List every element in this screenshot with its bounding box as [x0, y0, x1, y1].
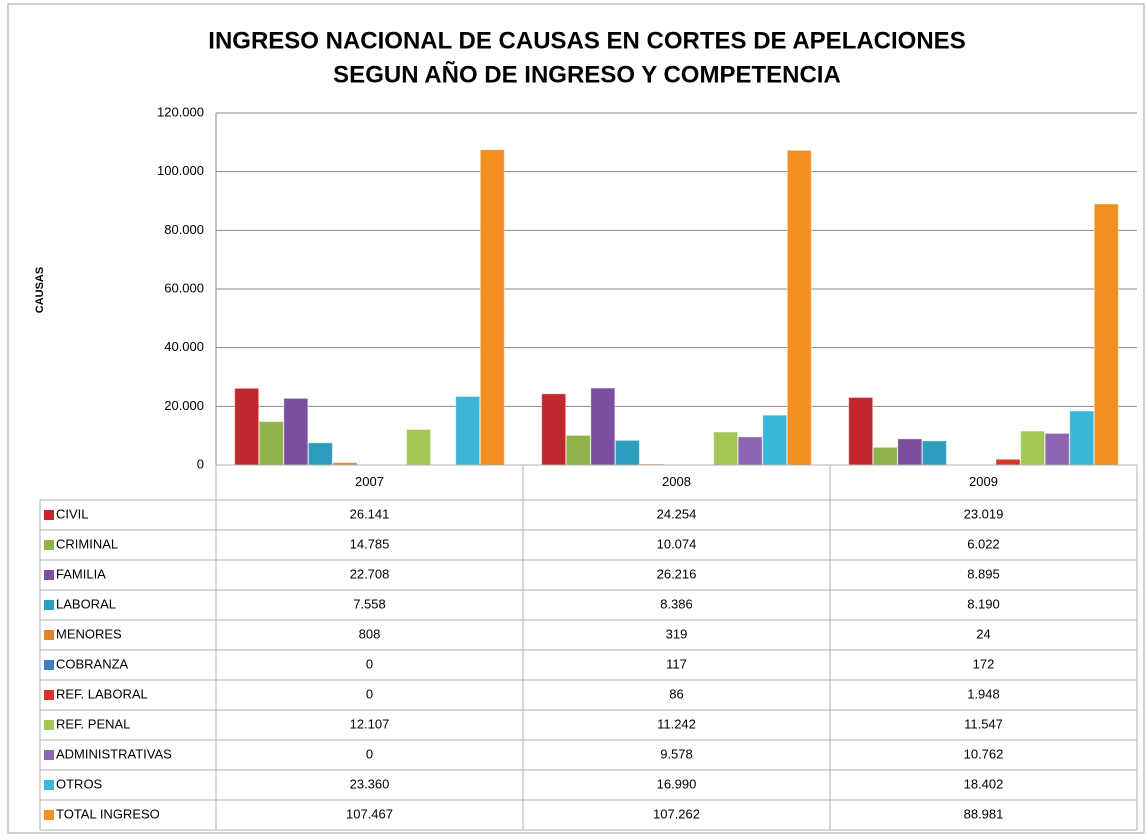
table-value: 8.386: [660, 596, 693, 611]
y-tick-label: 60.000: [164, 280, 204, 295]
legend-key: [44, 600, 54, 610]
bar: [787, 150, 811, 465]
bar: [738, 437, 762, 465]
table-value: 1.948: [967, 686, 1000, 701]
table-value: 808: [359, 626, 381, 641]
table-value: 12.107: [350, 716, 390, 731]
table-value: 24: [976, 626, 990, 641]
bar: [849, 397, 873, 465]
legend-key: [44, 690, 54, 700]
table-value: 107.467: [346, 806, 393, 821]
table-value: 10.074: [657, 536, 697, 551]
bar: [407, 429, 431, 465]
bar: [235, 388, 259, 465]
legend-key: [44, 630, 54, 640]
table-value: 6.022: [967, 536, 1000, 551]
bar: [714, 432, 738, 465]
legend-label: CRIMINAL: [56, 536, 118, 551]
legend-label: REF. LABORAL: [56, 686, 148, 701]
chart-frame: [8, 4, 1144, 833]
legend-label: MENORES: [56, 626, 122, 641]
table-value: 24.254: [657, 506, 697, 521]
y-tick-label: 120.000: [157, 104, 204, 119]
x-tick-label: 2007: [355, 474, 384, 489]
table-value: 88.981: [964, 806, 1004, 821]
y-axis-label: CAUSAS: [34, 267, 46, 313]
x-tick-label: 2008: [662, 474, 691, 489]
table-value: 11.242: [657, 716, 696, 731]
legend-key: [44, 780, 54, 790]
bar: [542, 394, 566, 465]
table-value: 8.190: [967, 596, 1000, 611]
bar: [996, 459, 1020, 465]
table-value: 8.895: [967, 566, 1000, 581]
y-tick-label: 40.000: [164, 339, 204, 354]
bar: [480, 150, 504, 465]
legend-label: ADMINISTRATIVAS: [56, 746, 172, 761]
legend-key: [44, 660, 54, 670]
table-value: 26.141: [350, 506, 390, 521]
table-value: 18.402: [964, 776, 1004, 791]
legend-label: FAMILIA: [56, 566, 106, 581]
table-value: 0: [366, 746, 373, 761]
y-tick-label: 80.000: [164, 222, 204, 237]
table-value: 86: [669, 686, 683, 701]
legend-key: [44, 510, 54, 520]
legend-label: TOTAL INGRESO: [56, 806, 160, 821]
legend-label: REF. PENAL: [56, 716, 130, 731]
chart-title: INGRESO NACIONAL DE CAUSAS EN CORTES DE …: [208, 27, 965, 54]
legend-label: CIVIL: [56, 506, 89, 521]
bar: [1094, 204, 1118, 465]
legend-key: [44, 750, 54, 760]
bar: [615, 440, 639, 465]
legend-label: COBRANZA: [56, 656, 129, 671]
table-value: 26.216: [657, 566, 697, 581]
x-tick-label: 2009: [969, 474, 998, 489]
bar: [566, 435, 590, 465]
table-value: 7.558: [353, 596, 386, 611]
chart-subtitle: SEGUN AÑO DE INGRESO Y COMPETENCIA: [333, 60, 841, 88]
bar: [259, 422, 283, 465]
table-value: 22.708: [350, 566, 390, 581]
y-tick-label: 100.000: [157, 163, 204, 178]
bar: [456, 396, 480, 465]
table-value: 319: [666, 626, 688, 641]
bar: [1070, 411, 1094, 465]
table-value: 11.547: [964, 716, 1003, 731]
bar: [1045, 433, 1069, 465]
table-value: 23.360: [350, 776, 390, 791]
legend-key: [44, 720, 54, 730]
legend-label: OTROS: [56, 776, 103, 791]
legend-key: [44, 810, 54, 820]
table-value: 9.578: [660, 746, 693, 761]
table-value: 117: [666, 656, 687, 671]
y-tick-label: 0: [197, 456, 204, 471]
bar: [284, 398, 308, 465]
legend-label: LABORAL: [56, 596, 116, 611]
y-tick-label: 20.000: [164, 398, 204, 413]
table-value: 0: [366, 686, 373, 701]
legend-key: [44, 570, 54, 580]
table-value: 0: [366, 656, 373, 671]
table-value: 10.762: [964, 746, 1004, 761]
table-value: 16.990: [657, 776, 697, 791]
table-value: 23.019: [964, 506, 1004, 521]
legend-key: [44, 540, 54, 550]
bar: [763, 415, 787, 465]
table-value: 172: [973, 656, 995, 671]
bar: [922, 441, 946, 465]
table-value: 107.262: [653, 806, 700, 821]
bar: [898, 439, 922, 465]
bar: [873, 447, 897, 465]
table-value: 14.785: [350, 536, 390, 551]
bar: [308, 443, 332, 465]
bar: [1021, 431, 1045, 465]
bar: [591, 388, 615, 465]
